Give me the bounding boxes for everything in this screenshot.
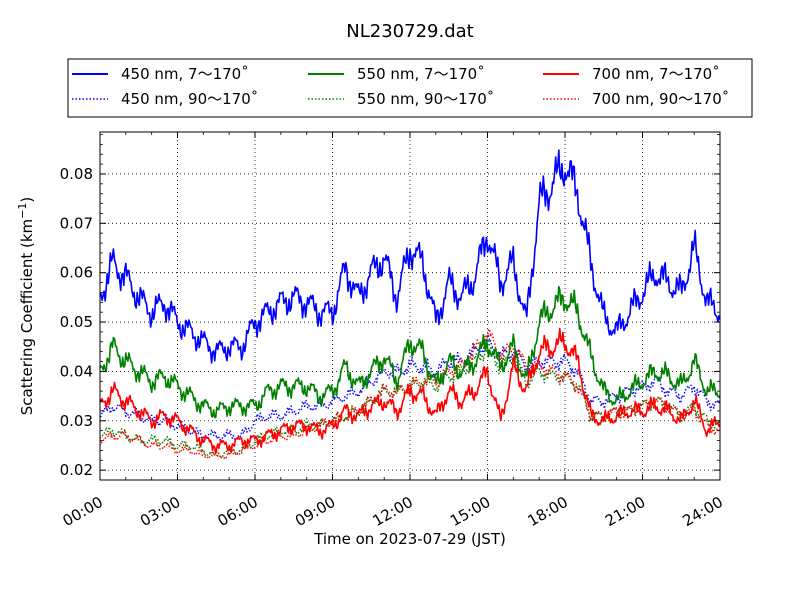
- chart-title: NL230729.dat: [346, 21, 473, 42]
- legend-label: 550 nm, 7～170˚: [357, 65, 485, 83]
- legend-label: 700 nm, 7～170˚: [592, 65, 720, 83]
- legend-label: 450 nm, 90～170˚: [121, 90, 258, 108]
- x-tick-label: 06:00: [215, 493, 261, 530]
- x-tick-label: 18:00: [525, 493, 571, 530]
- x-tick-label: 00:00: [60, 493, 106, 530]
- x-tick-labels: 00:00 03:00 06:00 09:00 12:00 15:00 18:00 21:00…: [60, 493, 726, 530]
- y-axis-label-text: Scattering Coefficient (km: [18, 219, 36, 415]
- x-axis-label: Time on 2023-07-29 (JST): [313, 530, 506, 548]
- series-line-0: [99, 149, 721, 364]
- y-tick-label: 0.02: [60, 461, 93, 479]
- series-line-2: [99, 285, 721, 419]
- y-tick-label: 0.05: [60, 313, 93, 331]
- series-line-4: [99, 327, 721, 455]
- x-tick-label: 03:00: [137, 493, 183, 530]
- legend-label: 450 nm, 7～170˚: [121, 65, 249, 83]
- y-tick-label: 0.04: [60, 362, 93, 380]
- y-tick-labels: 0.02 0.03 0.04 0.05 0.06 0.07 0.08: [60, 165, 93, 479]
- axis-ticks: [99, 132, 721, 480]
- y-tick-label: 0.07: [60, 214, 93, 232]
- series-line-3: [99, 338, 721, 458]
- y-axis-label-close: ): [18, 197, 36, 203]
- y-axis-label: Scattering Coefficient (km−1): [16, 197, 36, 416]
- x-tick-label: 09:00: [292, 493, 338, 530]
- series-layer: [99, 149, 721, 460]
- x-tick-label: 21:00: [602, 493, 648, 530]
- y-tick-label: 0.06: [60, 264, 93, 282]
- x-tick-label: 15:00: [447, 493, 493, 530]
- legend-box: [67, 58, 753, 118]
- y-tick-label: 0.03: [60, 412, 93, 430]
- legend-label: 550 nm, 90～170˚: [357, 90, 494, 108]
- y-axis-label-exponent: −1: [16, 203, 29, 219]
- y-tick-label: 0.08: [60, 165, 93, 183]
- legend: 450 nm, 7～170˚ 450 nm, 90～170˚ 550 nm, 7～1…: [67, 58, 753, 118]
- x-tick-label: 12:00: [370, 493, 416, 530]
- legend-label: 700 nm, 90～170˚: [592, 90, 729, 108]
- x-tick-label: 24:00: [680, 493, 726, 530]
